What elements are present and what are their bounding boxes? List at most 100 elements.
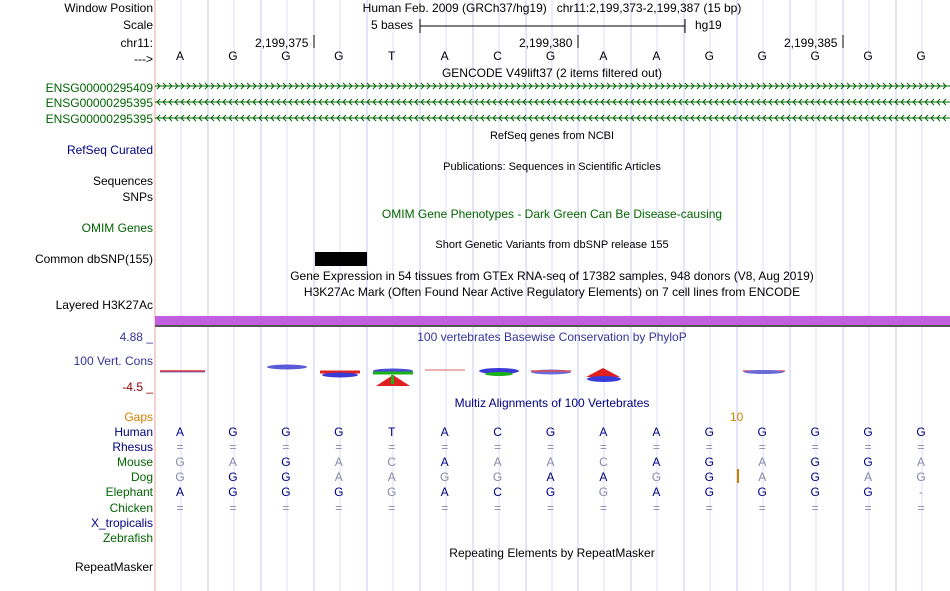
gencode-strand-chevron (726, 82, 731, 90)
omim-label[interactable]: OMIM Genes (81, 221, 153, 235)
aligned-base: G (810, 485, 820, 500)
aligned-base: = (599, 500, 607, 515)
reference-base: G (281, 49, 291, 63)
gencode-features[interactable] (0, 80, 950, 130)
aligned-base: = (335, 500, 343, 515)
dbsnp-variant-block[interactable] (315, 252, 367, 266)
dbsnp-track-title[interactable]: Short Genetic Variants from dbSNP releas… (435, 239, 669, 251)
gencode-strand-chevron (576, 82, 581, 90)
gencode-item-2[interactable]: ENSG00000295395 (45, 96, 153, 110)
aligned-base: G (228, 425, 238, 439)
aligned-base: A (175, 485, 184, 500)
species-label[interactable]: Elephant (105, 485, 153, 500)
gencode-strand-chevron (906, 98, 911, 106)
gencode-strand-chevron (810, 82, 815, 90)
gencode-strand-chevron (306, 82, 311, 90)
aligned-base: A (599, 425, 608, 439)
gencode-strand-chevron (576, 114, 581, 122)
gencode-strand-chevron (894, 82, 899, 90)
snps-label[interactable]: SNPs (122, 190, 153, 204)
gencode-strand-chevron (648, 114, 653, 122)
gencode-strand-chevron (288, 98, 293, 106)
gencode-strand-chevron (486, 114, 491, 122)
gencode-strand-chevron (528, 98, 533, 106)
phylop-track-title[interactable]: 100 vertebrates Basewise Conservation by… (417, 330, 687, 344)
position-title: Human Feb. 2009 (GRCh37/hg19) chr11:2,19… (362, 1, 742, 15)
dbsnp-label[interactable]: Common dbSNP(155) (34, 252, 153, 266)
aligned-base: A (546, 455, 555, 470)
gencode-strand-chevron (450, 98, 455, 106)
repeatmasker-track-title[interactable]: Repeating Elements by RepeatMasker (449, 546, 655, 560)
reference-base: G (810, 49, 820, 63)
gencode-strand-chevron (282, 82, 287, 90)
h3k27ac-track-title[interactable]: H3K27Ac Mark (Often Found Near Active Re… (303, 285, 801, 299)
gencode-strand-chevron (414, 114, 419, 122)
gencode-strand-chevron (258, 114, 263, 122)
phylop-conservation-logo[interactable] (0, 360, 950, 390)
species-label[interactable]: Zebrafish (102, 530, 153, 545)
refseq-track-title[interactable]: RefSeq genes from NCBI (489, 130, 615, 142)
gencode-strand-chevron (870, 114, 875, 122)
scale-text: 5 bases (369, 18, 416, 32)
h3k27ac-signal-bar[interactable] (155, 316, 950, 327)
aligned-base: G (281, 485, 291, 500)
gencode-strand-chevron (462, 82, 467, 90)
aligned-base: = (282, 500, 290, 515)
species-label[interactable]: Chicken (109, 500, 153, 515)
repeatmasker-label[interactable]: RepeatMasker (74, 560, 153, 574)
gencode-item-3[interactable]: ENSG00000295395 (45, 112, 153, 126)
gencode-strand-chevron (576, 98, 581, 106)
gencode-track-title[interactable]: GENCODE V49lift37 (2 items filtered out) (441, 66, 663, 80)
species-label[interactable]: Mouse (116, 455, 153, 470)
gencode-strand-chevron (600, 98, 605, 106)
aligned-base: G (545, 425, 556, 439)
species-label[interactable]: X_tropicalis (90, 515, 153, 530)
gencode-strand-chevron (426, 114, 431, 122)
aligned-base: A (546, 470, 555, 485)
gencode-strand-chevron (222, 98, 227, 106)
species-label[interactable]: Dog (130, 470, 153, 485)
aligned-base: G (387, 485, 397, 500)
gencode-strand-chevron (924, 114, 929, 122)
gencode-strand-chevron (570, 114, 575, 122)
gencode-strand-chevron (264, 114, 269, 122)
refseq-label[interactable]: RefSeq Curated (66, 143, 153, 157)
gencode-strand-chevron (474, 82, 479, 90)
gtex-track-title[interactable]: Gene Expression in 54 tissues from GTEx … (290, 269, 814, 283)
gencode-item-1[interactable]: ENSG00000295409 (45, 81, 153, 95)
h3k27ac-label[interactable]: Layered H3K27Ac (55, 298, 153, 312)
aligned-base: = (811, 500, 819, 515)
gencode-strand-chevron (210, 82, 215, 90)
species-label[interactable]: Human (114, 425, 153, 439)
multiz-track-title[interactable]: Multiz Alignments of 100 Vertebrates (454, 396, 650, 410)
omim-track-title[interactable]: OMIM Gene Phenotypes - Dark Green Can Be… (381, 207, 723, 221)
phylop-min-label: -4.5 _ (122, 380, 153, 394)
gencode-strand-chevron (204, 82, 209, 90)
gencode-strand-chevron (318, 98, 323, 106)
gencode-strand-chevron (174, 114, 179, 122)
gencode-strand-chevron (780, 114, 785, 122)
gencode-strand-chevron (252, 82, 257, 90)
gencode-strand-chevron (594, 114, 599, 122)
aligned-base: A (440, 455, 449, 470)
gencode-strand-chevron (540, 114, 545, 122)
aligned-base: G (175, 470, 185, 485)
gencode-strand-chevron (654, 98, 659, 106)
gencode-strand-chevron (384, 98, 389, 106)
gencode-strand-chevron (546, 98, 551, 106)
gencode-strand-chevron (216, 82, 221, 90)
publications-track-title[interactable]: Publications: Sequences in Scientific Ar… (443, 161, 661, 173)
gencode-strand-chevron (648, 98, 653, 106)
gencode-strand-chevron (768, 98, 773, 106)
gencode-strand-chevron (420, 114, 425, 122)
reference-base: C (493, 49, 502, 63)
gaps-label[interactable]: Gaps (124, 410, 153, 424)
species-label[interactable]: Rhesus (112, 440, 153, 455)
gencode-strand-chevron (564, 98, 569, 106)
gencode-strand-chevron (204, 98, 209, 106)
gencode-strand-chevron (780, 98, 785, 106)
gencode-strand-chevron (846, 98, 851, 106)
sequences-label[interactable]: Sequences (92, 174, 153, 188)
phylop-track-label[interactable]: 100 Vert. Cons (73, 354, 153, 368)
